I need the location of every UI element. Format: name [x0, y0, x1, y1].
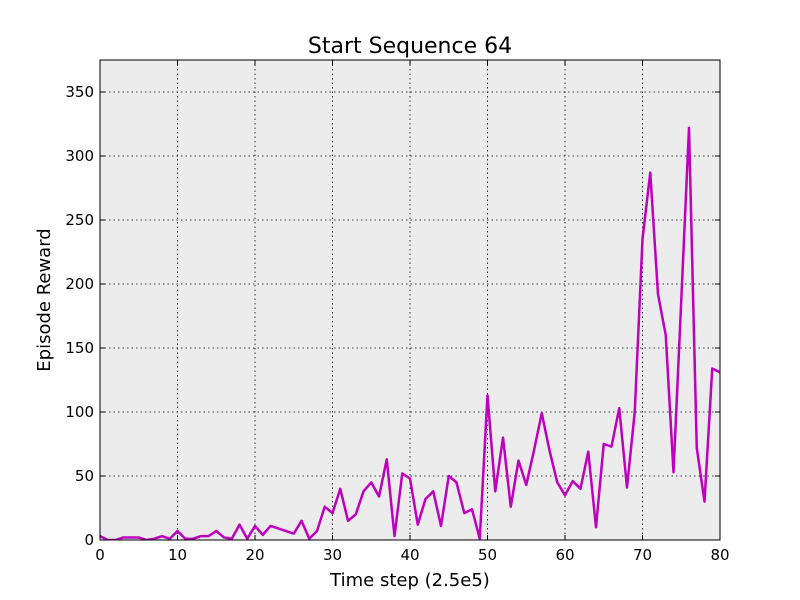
x-tick-label: 0 — [95, 546, 105, 564]
chart-title: Start Sequence 64 — [308, 34, 512, 59]
y-tick-label: 250 — [65, 211, 94, 229]
x-tick-label: 80 — [710, 546, 729, 564]
x-tick-label: 50 — [478, 546, 497, 564]
y-tick-label: 0 — [84, 531, 94, 549]
x-tick-label: 10 — [168, 546, 187, 564]
x-axis-label: Time step (2.5e5) — [329, 570, 490, 591]
x-tick-label: 30 — [323, 546, 342, 564]
x-tick-label: 70 — [633, 546, 652, 564]
y-axis-label: Episode Reward — [34, 228, 55, 371]
series-line-0 — [100, 126, 720, 540]
x-tick-label: 40 — [400, 546, 419, 564]
y-tick-label: 100 — [65, 403, 94, 421]
y-tick-label: 150 — [65, 339, 94, 357]
x-tick-label: 20 — [245, 546, 264, 564]
y-tick-label: 200 — [65, 275, 94, 293]
x-tick-label: 60 — [555, 546, 574, 564]
y-tick-label: 50 — [75, 467, 94, 485]
tick-marks — [99, 60, 721, 541]
y-tick-label: 300 — [65, 147, 94, 165]
tick-labels: 0 10 20 30 40 50 60 70 80 0 50 100 150 200 250 300 350 — [65, 83, 729, 564]
y-tick-label: 350 — [65, 83, 94, 101]
series-layer — [100, 126, 720, 540]
